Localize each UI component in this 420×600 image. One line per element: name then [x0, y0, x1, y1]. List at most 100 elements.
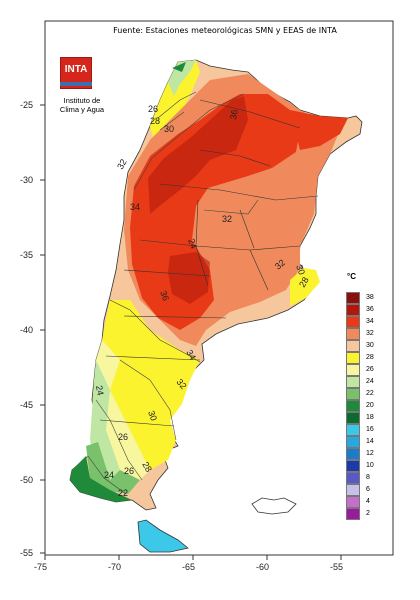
legend-class: 16 — [346, 424, 374, 436]
legend-swatch — [346, 328, 360, 340]
institute-line-1: Instituto de — [63, 96, 101, 105]
legend-class: 28 — [346, 352, 374, 364]
isotherm-label: 36 — [158, 289, 171, 302]
y-axis: -25 -30 -35 -40 -45 -50 -55 — [20, 100, 45, 558]
legend-swatch — [346, 484, 360, 496]
x-tick-label: -75 — [34, 562, 47, 572]
zone-34-ne — [290, 110, 348, 150]
legend-class: 32 — [346, 328, 374, 340]
isotherm-label: 26 — [118, 432, 128, 442]
isotherm-label: 24 — [186, 237, 199, 250]
isotherm-label: 26 — [124, 466, 134, 476]
legend-label: 12 — [366, 450, 374, 457]
x-tick-label: -70 — [108, 562, 121, 572]
inta-logo-bar — [60, 82, 92, 86]
legend-swatch — [346, 400, 360, 412]
legend-swatch — [346, 352, 360, 364]
y-tick-label: -50 — [20, 475, 33, 485]
legend-swatch — [346, 292, 360, 304]
isotherm-label: 22 — [118, 488, 128, 498]
legend-label: 8 — [366, 474, 370, 481]
color-legend: 38 36 34 32 30 28 26 24 22 20 18 16 14 12 10 8 6 4 2 — [346, 292, 374, 520]
isotherm-label: 30 — [294, 263, 307, 276]
legend-swatch — [346, 448, 360, 460]
legend-label: 36 — [366, 306, 374, 313]
isotherm-label: 36 — [228, 109, 240, 121]
legend-swatch — [346, 436, 360, 448]
legend-label: 10 — [366, 462, 374, 469]
legend-class: 10 — [346, 460, 374, 472]
legend-class: 2 — [346, 508, 370, 520]
zone-20-south — [70, 456, 132, 502]
isotherm-label: 32 — [273, 257, 287, 271]
legend-label: 18 — [366, 414, 374, 421]
zone-20-nw — [172, 62, 186, 72]
legend-label: 6 — [366, 486, 370, 493]
legend-swatch — [346, 304, 360, 316]
legend-class: 24 — [346, 376, 374, 388]
legend-class: 22 — [346, 388, 374, 400]
isotherm-label: 30 — [164, 124, 174, 134]
tierra-del-fuego — [137, 519, 189, 553]
legend-class: 18 — [346, 412, 374, 424]
y-tick-label: -55 — [20, 548, 33, 558]
legend-class: 8 — [346, 472, 370, 484]
isotherm-labels: 26 28 30 32 36 34 36 32 24 32 30 28 34 3… — [94, 104, 311, 498]
zone-36-north — [148, 96, 248, 214]
isotherm-label: 34 — [130, 202, 140, 212]
y-tick-label: -35 — [20, 250, 33, 260]
isotherm-label: 28 — [150, 116, 160, 126]
legend-swatch — [346, 412, 360, 424]
isotherm-label: 24 — [104, 470, 114, 480]
legend-label: 34 — [366, 318, 374, 325]
isotherm-label: 28 — [140, 460, 154, 474]
legend-label: 14 — [366, 438, 374, 445]
isotherm-label: 28 — [297, 275, 311, 289]
legend-class: 4 — [346, 496, 370, 508]
isotherm-label: 32 — [174, 377, 188, 391]
legend-swatch — [346, 316, 360, 328]
legend-swatch — [346, 388, 360, 400]
legend-label: 28 — [366, 354, 374, 361]
legend-swatch — [346, 460, 360, 472]
legend-label: 2 — [366, 510, 370, 517]
legend-class: 12 — [346, 448, 374, 460]
legend-label: 4 — [366, 498, 370, 505]
isotherm-label: 34 — [184, 348, 198, 362]
isotherm-label: 26 — [148, 104, 158, 114]
legend-class: 38 — [346, 292, 374, 304]
source-title: Fuente: Estaciones meteorológicas SMN y … — [113, 26, 337, 35]
legend-class: 36 — [346, 304, 374, 316]
x-axis: -75 -70 -65 -60 -55 — [34, 555, 343, 572]
legend-label: 38 — [366, 294, 374, 301]
legend-swatch — [346, 508, 360, 520]
legend-label: 16 — [366, 426, 374, 433]
isotherm-label: 24 — [94, 385, 106, 397]
legend-label: 32 — [366, 330, 374, 337]
institute-label: Instituto de Clima y Agua — [52, 96, 112, 114]
zone-36-central — [168, 252, 210, 304]
isotherm-label: 30 — [146, 409, 159, 422]
legend-class: 34 — [346, 316, 374, 328]
x-tick-label: -55 — [330, 562, 343, 572]
x-tick-label: -65 — [182, 562, 195, 572]
legend-label: 24 — [366, 378, 374, 385]
plot-border — [44, 20, 394, 556]
y-tick-label: -40 — [20, 325, 33, 335]
legend-class: 30 — [346, 340, 374, 352]
y-tick-label: -25 — [20, 100, 33, 110]
legend-label: 26 — [366, 366, 374, 373]
legend-label: 30 — [366, 342, 374, 349]
zone-28-ne — [290, 268, 320, 306]
legend-class: 6 — [346, 484, 370, 496]
malvinas-islands — [251, 497, 297, 515]
zone-28-pat — [110, 360, 176, 470]
legend-unit: °C — [347, 272, 356, 281]
legend-swatch — [346, 364, 360, 376]
zone-30-pat — [102, 300, 200, 420]
legend-class: 20 — [346, 400, 374, 412]
y-tick-label: -30 — [20, 175, 33, 185]
legend-swatch — [346, 340, 360, 352]
institute-line-2: Clima y Agua — [59, 105, 105, 114]
